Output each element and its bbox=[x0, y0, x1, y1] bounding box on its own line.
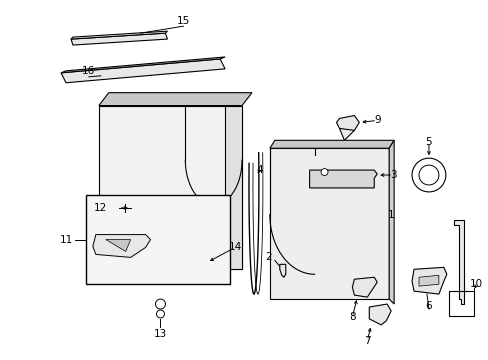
Polygon shape bbox=[93, 235, 150, 257]
Circle shape bbox=[411, 158, 445, 192]
Text: 11: 11 bbox=[60, 234, 73, 244]
Polygon shape bbox=[339, 129, 354, 140]
Polygon shape bbox=[336, 116, 359, 132]
Text: 16: 16 bbox=[82, 66, 95, 76]
Text: 7: 7 bbox=[363, 336, 370, 346]
Polygon shape bbox=[269, 148, 388, 299]
Circle shape bbox=[418, 165, 438, 185]
Polygon shape bbox=[224, 105, 242, 269]
Polygon shape bbox=[185, 257, 207, 271]
Text: 9: 9 bbox=[373, 116, 380, 126]
Text: 13: 13 bbox=[154, 329, 167, 339]
Circle shape bbox=[155, 299, 165, 309]
Circle shape bbox=[321, 168, 327, 176]
Polygon shape bbox=[269, 140, 393, 148]
Text: 12: 12 bbox=[94, 203, 107, 213]
Text: 8: 8 bbox=[348, 312, 355, 322]
Polygon shape bbox=[99, 93, 251, 105]
Polygon shape bbox=[61, 59, 224, 83]
Polygon shape bbox=[388, 140, 393, 304]
Text: 6: 6 bbox=[425, 301, 431, 311]
Text: 2: 2 bbox=[265, 252, 272, 262]
Polygon shape bbox=[309, 170, 376, 188]
Polygon shape bbox=[411, 267, 446, 294]
Polygon shape bbox=[99, 105, 242, 269]
Text: 5: 5 bbox=[425, 137, 431, 147]
Circle shape bbox=[156, 310, 164, 318]
Polygon shape bbox=[71, 33, 167, 45]
Text: 3: 3 bbox=[389, 170, 396, 180]
Text: 1: 1 bbox=[387, 210, 394, 220]
Text: 15: 15 bbox=[176, 16, 189, 26]
Polygon shape bbox=[418, 275, 438, 286]
Polygon shape bbox=[352, 277, 376, 297]
FancyBboxPatch shape bbox=[86, 195, 230, 284]
Polygon shape bbox=[368, 304, 390, 325]
Polygon shape bbox=[61, 57, 224, 73]
Text: 14: 14 bbox=[228, 243, 241, 252]
Polygon shape bbox=[453, 220, 463, 304]
Polygon shape bbox=[279, 264, 285, 277]
Polygon shape bbox=[71, 31, 167, 39]
Polygon shape bbox=[105, 239, 130, 251]
Text: 10: 10 bbox=[469, 279, 482, 289]
Text: 4: 4 bbox=[256, 165, 263, 175]
Polygon shape bbox=[175, 239, 197, 255]
